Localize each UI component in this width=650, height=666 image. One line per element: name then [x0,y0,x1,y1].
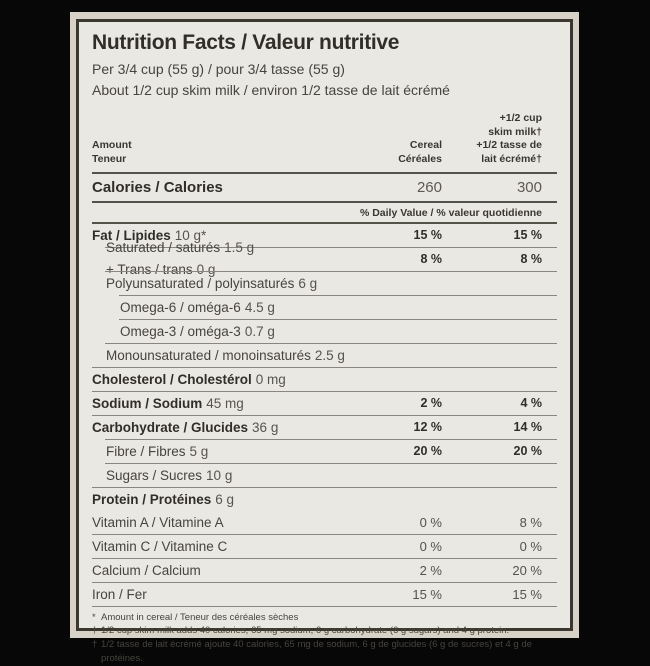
nutrient-row-sugars: Sugars / Sucres 10 g [106,467,233,483]
nutrient-row-omega6: Omega-6 / oméga-6 4.5 g [120,299,275,315]
nutrition-panel: Nutrition Facts / Valeur nutritive Per 3… [76,19,573,664]
divider [105,462,557,464]
footnote-amount-in-cereal: * Amount in cereal / Teneur des céréales… [92,611,299,623]
nutrient-row-cholesterol: Cholesterol / Cholestérol 0 mg [92,371,286,387]
footnotes: * Amount in cereal / Teneur des céréales… [92,611,557,666]
nutrient-row-carbohydrate: Carbohydrate / Glucides 36 g 12 % 14 % [92,419,542,435]
vitamin-row-c: Vitamin C / Vitamine C 0 % 0 % [92,538,542,554]
nutrient-row-sodium: Sodium / Sodium 45 mg 2 % 4 % [92,395,542,411]
divider [92,390,557,392]
footnote-milk-fr: † 1/2 tasse de lait écrémé ajoute 40 cal… [92,639,532,664]
divider [92,414,557,416]
divider [92,605,557,607]
divider [92,221,557,224]
mineral-row-calcium: Calcium / Calcium 2 % 20 % [92,562,542,578]
calories-cereal-value: 260 [416,178,442,196]
divider [92,486,557,488]
divider [92,533,557,535]
nutrient-row-omega3: Omega-3 / oméga-3 0.7 g [120,323,275,339]
serving-equivalent-line: About 1/2 cup skim milk / environ 1/2 ta… [92,82,450,98]
column-header-row: Amount Teneur Cereal Céréales +1/2 cup s… [92,106,557,172]
divider [92,200,557,203]
cereal-column-header: Cereal Céréales [398,139,442,165]
nutrient-row-fat: Fat / Lipides 10 g* 15 % 15 % [92,227,542,243]
divider [119,318,557,320]
mineral-row-iron: Iron / Fer 15 % 15 % [92,586,542,602]
daily-value-header: % Daily Value / % valeur quotidienne [359,206,542,219]
divider [105,246,557,248]
vitamin-row-a: Vitamin A / Vitamine A 0 % 8 % [92,514,542,530]
nutrient-row-fibre: Fibre / Fibres 5 g 20 % 20 % [106,443,542,459]
serving-size-line: Per 3/4 cup (55 g) / pour 3/4 tasse (55 … [92,61,345,77]
calories-row: Calories / Calories 260 300 [92,178,542,196]
divider [92,581,557,583]
amount-column-header: Amount Teneur [92,139,132,165]
nutrition-label: Nutrition Facts / Valeur nutritive Per 3… [70,12,579,664]
divider [92,171,557,174]
divider [105,270,557,272]
nutrient-row-saturated-trans: Saturated / saturés 1.5 g + Trans / trans… [106,240,542,278]
milk-column-header: +1/2 cup skim milk† +1/2 tasse de lait é… [476,112,542,165]
footnote-milk-en: † 1/2 cup skim milk adds 40 calories, 65… [92,625,510,637]
nutrient-row-polyunsaturated: Polyunsaturated / polyinsaturés 6 g [106,275,318,291]
divider [105,342,557,344]
divider [105,438,557,440]
divider [92,557,557,559]
divider [92,366,557,368]
nutrient-row-monounsaturated: Monounsaturated / monoinsaturés 2.5 g [106,347,345,363]
calories-milk-value: 300 [516,178,542,196]
label-title: Nutrition Facts / Valeur nutritive [92,31,400,54]
divider [119,294,557,296]
nutrient-row-protein: Protein / Protéines 6 g [92,491,235,507]
